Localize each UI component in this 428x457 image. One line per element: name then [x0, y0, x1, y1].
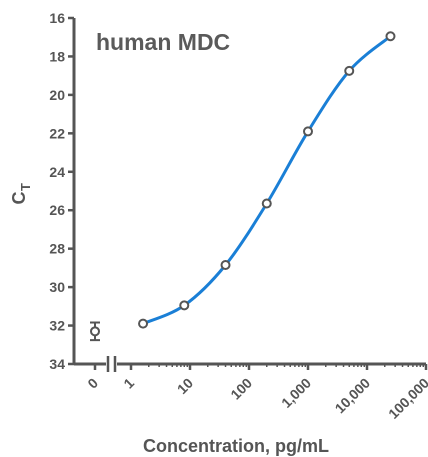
- y-tick-label: 32: [49, 318, 65, 334]
- data-point: [261, 198, 272, 209]
- y-tick-label: 16: [49, 10, 65, 26]
- x-tick-label: 100,000: [385, 375, 428, 422]
- y-tick-label: 34: [49, 356, 65, 372]
- fit-curve: [142, 35, 392, 326]
- y-tick-label: 30: [49, 279, 65, 295]
- plot-area: [90, 31, 396, 342]
- y-tick-label: 26: [49, 202, 65, 218]
- x-tick-label: 1: [120, 375, 137, 392]
- y-tick-label: 20: [49, 87, 65, 103]
- x-tick-label: 100: [227, 375, 255, 403]
- chart-title: human MDC: [96, 29, 230, 55]
- x-tick-label: 10: [174, 375, 196, 397]
- x-axis-title: Concentration, pg/mL: [143, 436, 329, 456]
- y-tick-label: 28: [49, 241, 65, 257]
- x-tick-label: 10,000: [332, 375, 374, 417]
- y-axis: 16 18 20 22 24 26 28 30 32 34: [49, 10, 76, 372]
- data-point: [220, 260, 231, 271]
- y-axis-title-subscript: T: [18, 183, 33, 191]
- x-tick-label: 0: [84, 375, 101, 392]
- y-axis-title: C: [9, 192, 29, 205]
- data-point: [179, 300, 190, 311]
- data-point: [303, 126, 313, 137]
- data-point: [385, 31, 396, 42]
- data-point: [344, 65, 355, 76]
- y-axis-title-group: C T: [9, 183, 33, 205]
- y-tick-label: 18: [49, 48, 65, 64]
- data-point: [138, 318, 149, 329]
- y-tick-label: 24: [49, 164, 65, 180]
- x-axis: 0 1 10 100 1,000 10,000 100,000: [74, 356, 428, 422]
- x-tick-label: 1,000: [278, 375, 314, 411]
- y-tick-label: 22: [49, 125, 65, 141]
- zero-data-point: [90, 326, 100, 337]
